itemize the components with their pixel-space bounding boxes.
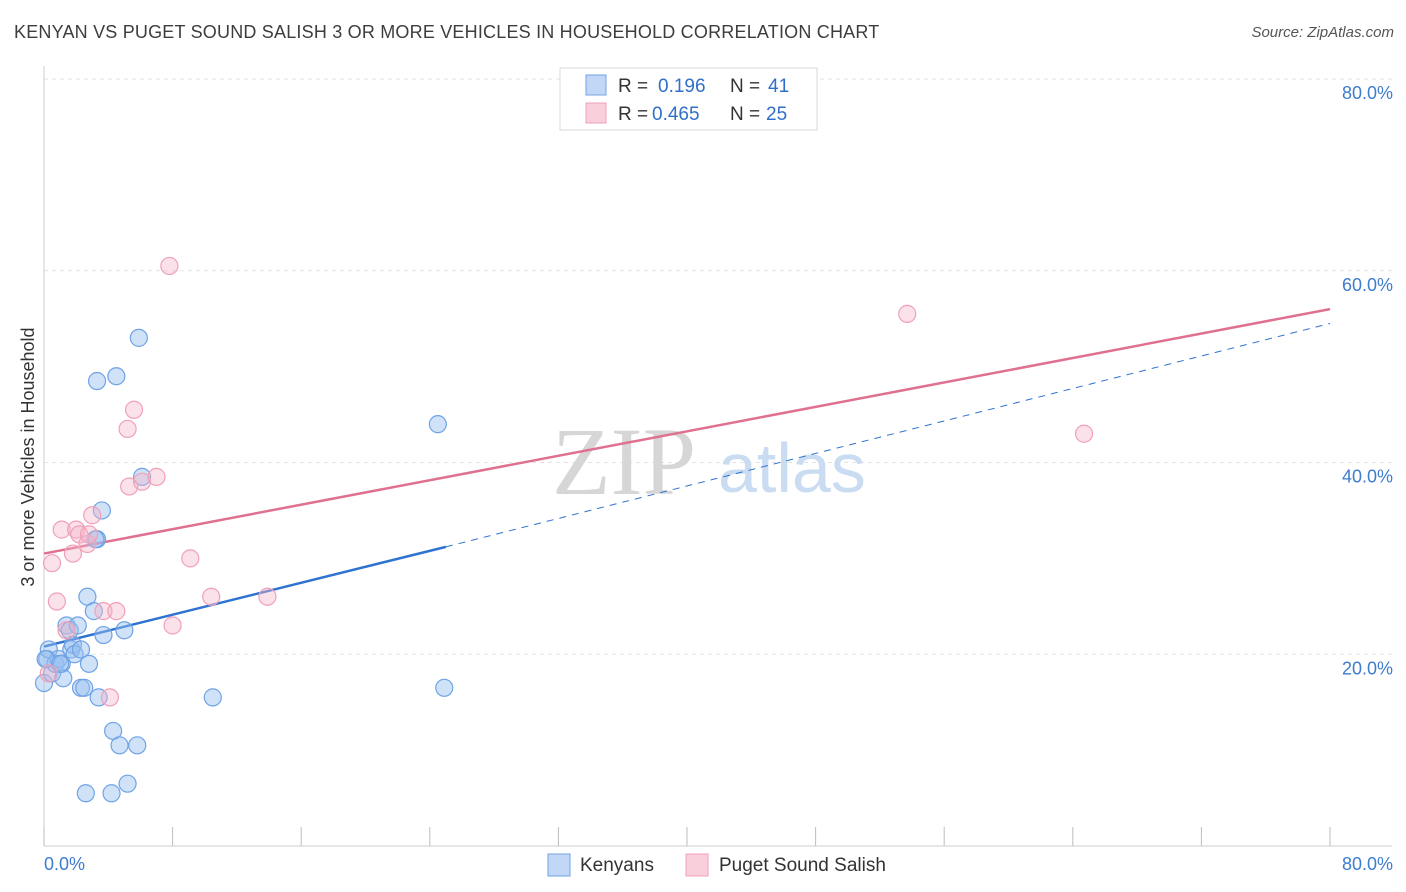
kenyan-point bbox=[129, 328, 148, 347]
kenyan-point bbox=[94, 625, 113, 645]
bottom-legend-salish: Puget Sound Salish bbox=[719, 855, 886, 876]
bottom-legend-kenyans: Kenyans bbox=[580, 855, 654, 876]
kenyan-point bbox=[84, 602, 103, 621]
kenyan-point bbox=[435, 678, 454, 697]
legend-n-label: N = bbox=[730, 76, 760, 97]
series-legend: Kenyans Puget Sound Salish bbox=[547, 853, 886, 877]
salish-point bbox=[181, 549, 200, 568]
watermark-atlas: atlas bbox=[718, 429, 866, 507]
salish-point bbox=[163, 616, 182, 635]
kenyan-point bbox=[54, 669, 73, 688]
salish-point bbox=[100, 688, 120, 707]
salish-point bbox=[57, 621, 76, 640]
salish-point bbox=[42, 554, 62, 573]
salish-point bbox=[160, 256, 179, 276]
trend-line-extension bbox=[445, 322, 1331, 548]
bottom-legend-swatch-kenyans bbox=[547, 853, 571, 877]
legend-r-label: R = bbox=[618, 104, 648, 125]
watermark-zip: ZIP bbox=[552, 408, 696, 515]
trend-line bbox=[43, 307, 1331, 555]
salish-point bbox=[132, 472, 152, 491]
salish-point bbox=[118, 419, 137, 439]
legend-r-salish: 0.465 bbox=[652, 104, 700, 125]
salish-point bbox=[107, 602, 126, 621]
kenyan-point bbox=[46, 654, 65, 673]
source-credit: Source: ZipAtlas.com bbox=[1251, 24, 1394, 41]
salish-point bbox=[898, 304, 917, 323]
salish-point bbox=[1074, 424, 1094, 443]
salish-point bbox=[83, 506, 102, 525]
legend-swatch-salish bbox=[585, 102, 607, 124]
legend-r-label: R = bbox=[618, 76, 648, 97]
y-tick-label: 60.0% bbox=[1342, 275, 1393, 295]
kenyan-point bbox=[428, 415, 447, 434]
salish-point bbox=[52, 520, 71, 539]
kenyan-point bbox=[128, 736, 147, 755]
legend-r-kenyan: 0.196 bbox=[658, 76, 706, 97]
legend-n-label: N = bbox=[730, 104, 760, 125]
salish-point bbox=[202, 587, 221, 606]
y-axis-label: 3 or more Vehicles in Household bbox=[18, 327, 38, 586]
kenyan-point bbox=[107, 367, 126, 386]
y-tick-label: 20.0% bbox=[1342, 658, 1393, 678]
salish-point bbox=[94, 602, 113, 621]
kenyan-point bbox=[115, 621, 134, 640]
watermark: ZIP atlas bbox=[552, 408, 866, 515]
kenyan-point bbox=[132, 467, 152, 486]
salish-point bbox=[258, 587, 277, 606]
salish-point bbox=[147, 467, 166, 486]
salish-point bbox=[47, 592, 66, 611]
y-tick-label: 80.0% bbox=[1342, 83, 1393, 103]
kenyan-point bbox=[87, 371, 107, 391]
scatter-points bbox=[34, 256, 1094, 803]
salish-point bbox=[124, 400, 144, 419]
kenyan-point bbox=[102, 784, 121, 803]
kenyan-point bbox=[75, 678, 94, 697]
kenyan-point bbox=[118, 774, 137, 793]
x-tick-label: 80.0% bbox=[1342, 854, 1393, 874]
kenyan-point bbox=[203, 688, 222, 707]
kenyan-point bbox=[92, 501, 111, 520]
legend-n-kenyan: 41 bbox=[768, 76, 789, 97]
legend-n-salish: 25 bbox=[766, 104, 787, 125]
kenyan-point bbox=[79, 654, 99, 673]
bottom-legend-swatch-salish bbox=[685, 853, 709, 877]
salish-point bbox=[63, 544, 83, 563]
stats-legend: R = 0.196 N = 41 R = 0.465 N = 25 bbox=[559, 67, 818, 131]
axes: 20.0% 40.0% 60.0% 80.0% 0.0% 80.0% bbox=[43, 66, 1393, 874]
kenyan-point bbox=[71, 640, 91, 659]
kenyan-point bbox=[76, 784, 95, 803]
kenyan-point bbox=[68, 616, 87, 635]
kenyan-point bbox=[110, 736, 129, 755]
salish-point bbox=[39, 664, 58, 683]
legend-swatch-kenyan bbox=[585, 74, 607, 96]
salish-point bbox=[79, 525, 99, 544]
gridlines bbox=[44, 78, 1392, 655]
y-tick-label: 40.0% bbox=[1342, 467, 1393, 487]
chart-title: KENYAN VS PUGET SOUND SALISH 3 OR MORE V… bbox=[14, 22, 880, 42]
x-tick-label: 0.0% bbox=[44, 854, 85, 874]
kenyan-point bbox=[36, 649, 55, 669]
